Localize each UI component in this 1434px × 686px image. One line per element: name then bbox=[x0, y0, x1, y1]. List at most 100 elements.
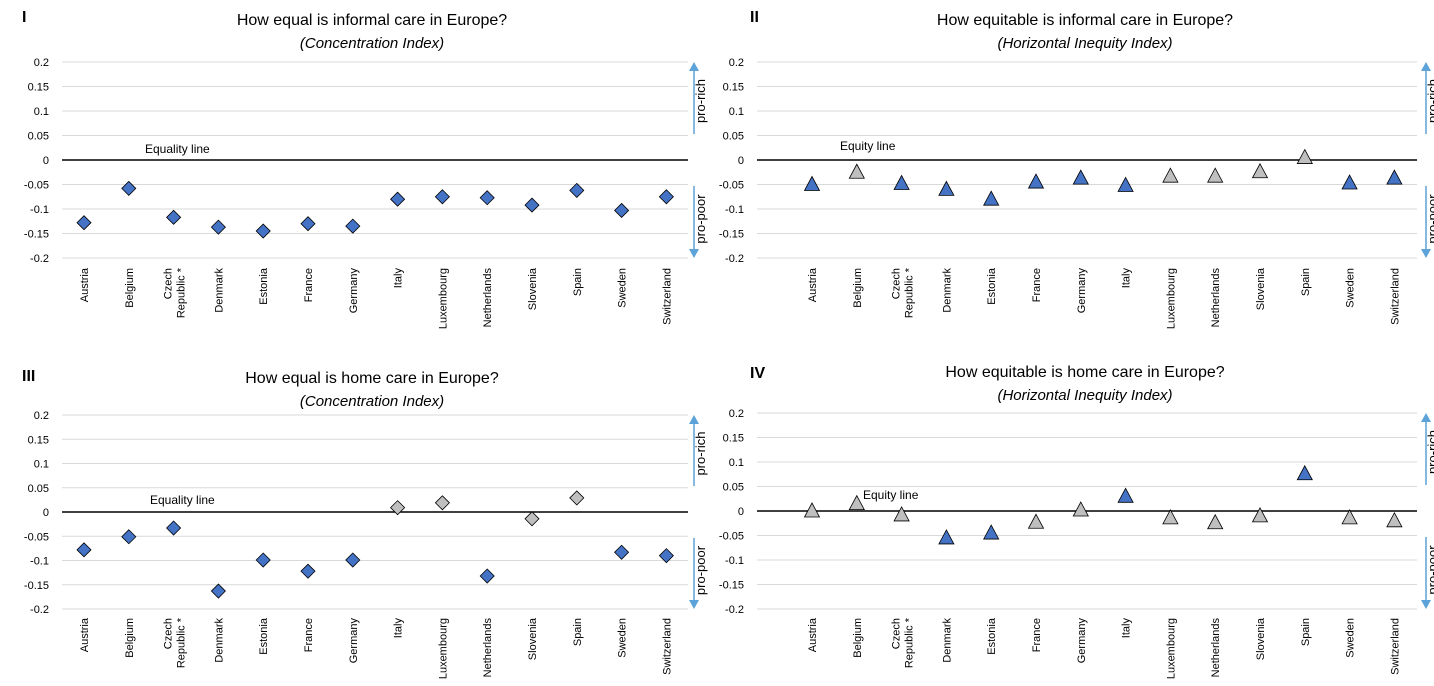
y-tick-label: 0.2 bbox=[729, 57, 744, 69]
y-tick-label: 0.05 bbox=[28, 483, 49, 495]
data-point bbox=[345, 552, 361, 568]
y-tick-label: -0.2 bbox=[725, 253, 744, 265]
x-category-label: Belgium bbox=[124, 268, 136, 308]
data-point bbox=[1027, 173, 1045, 189]
chart-subtitle: (Horizontal Inequity Index) bbox=[997, 35, 1172, 52]
x-category-label: Slovenia bbox=[527, 267, 539, 310]
chart-title: How equal is home care in Europe? bbox=[245, 370, 499, 387]
x-category-label: Denmark bbox=[213, 268, 225, 313]
y-tick-label: -0.2 bbox=[725, 604, 744, 616]
data-point bbox=[848, 163, 865, 179]
x-category-label: Sweden bbox=[617, 268, 629, 308]
x-category-label: Austria bbox=[79, 267, 91, 302]
y-tick-label: -0.1 bbox=[30, 204, 49, 216]
data-point bbox=[658, 548, 674, 564]
data-point bbox=[803, 175, 821, 191]
x-category-label: Germany bbox=[1076, 618, 1088, 664]
x-category-label: CzechRepublic * bbox=[163, 617, 188, 668]
data-point bbox=[255, 552, 271, 568]
data-point bbox=[479, 568, 495, 584]
x-category-label: CzechRepublic * bbox=[891, 617, 916, 668]
y-tick-label: 0.1 bbox=[729, 106, 744, 118]
data-point bbox=[1117, 176, 1134, 192]
data-point bbox=[569, 182, 585, 198]
x-category-label: Luxembourg bbox=[437, 268, 449, 329]
data-point bbox=[938, 529, 955, 545]
y-tick-label: -0.2 bbox=[30, 604, 49, 616]
x-category-label: CzechRepublic * bbox=[163, 267, 188, 318]
x-category-label: Italy bbox=[1121, 618, 1133, 639]
pro-poor-arrowhead bbox=[1421, 249, 1431, 258]
x-category-label: Switzerland bbox=[661, 618, 673, 675]
data-point bbox=[1386, 511, 1403, 528]
x-category-label: Estonia bbox=[986, 267, 998, 305]
y-tick-label: 0.05 bbox=[28, 131, 49, 143]
data-point bbox=[1207, 513, 1224, 530]
y-tick-label: -0.05 bbox=[24, 531, 49, 543]
data-point bbox=[1162, 167, 1179, 183]
reference-line-label: Equity line bbox=[840, 139, 896, 153]
data-point bbox=[210, 583, 226, 599]
data-point bbox=[121, 529, 137, 545]
pro-poor-arrowhead bbox=[1421, 600, 1431, 609]
chart-panel-iii: III How equal is home care in Europe? (Con… bbox=[22, 368, 708, 679]
data-point bbox=[1341, 174, 1358, 190]
y-tick-label: -0.15 bbox=[719, 229, 744, 241]
y-tick-label: 0 bbox=[43, 155, 49, 167]
y-tick-label: 0.15 bbox=[723, 82, 744, 94]
y-tick-label: -0.05 bbox=[24, 180, 49, 192]
panel-label: II bbox=[750, 9, 759, 26]
x-category-label: Italy bbox=[1121, 268, 1133, 289]
x-category-label: Switzerland bbox=[661, 268, 673, 325]
x-category-label: Germany bbox=[1076, 268, 1088, 314]
x-category-label: Belgium bbox=[852, 268, 864, 308]
x-category-label: Slovenia bbox=[1255, 617, 1267, 660]
pro-poor-label: pro-poor bbox=[1425, 545, 1434, 595]
x-category-label: Germany bbox=[348, 268, 360, 314]
data-point bbox=[803, 502, 821, 518]
data-point bbox=[1296, 148, 1313, 164]
data-point bbox=[121, 180, 137, 196]
data-point bbox=[1027, 513, 1045, 529]
x-category-label: Austria bbox=[807, 267, 819, 302]
x-category-label: Italy bbox=[393, 268, 405, 289]
x-category-label: Slovenia bbox=[527, 617, 539, 660]
panel-label: IV bbox=[750, 365, 765, 382]
data-point bbox=[893, 506, 910, 522]
x-category-label: Netherlands bbox=[1210, 268, 1222, 328]
y-tick-label: 0.15 bbox=[28, 434, 49, 446]
data-point bbox=[255, 223, 271, 239]
pro-rich-arrowhead bbox=[1421, 62, 1431, 71]
data-point bbox=[848, 494, 865, 511]
y-tick-label: 0.15 bbox=[28, 82, 49, 94]
x-category-label: Denmark bbox=[213, 618, 225, 663]
y-tick-label: 0 bbox=[43, 507, 49, 519]
x-category-label: Luxembourg bbox=[437, 618, 449, 679]
data-point bbox=[345, 218, 361, 234]
data-point bbox=[1072, 501, 1089, 517]
x-category-label: Spain bbox=[572, 618, 584, 646]
x-category-label: Germany bbox=[348, 618, 360, 664]
data-point bbox=[1296, 464, 1313, 481]
pro-poor-label: pro-poor bbox=[693, 194, 708, 244]
x-category-label: Belgium bbox=[124, 618, 136, 658]
x-category-label: France bbox=[1031, 268, 1043, 302]
x-category-label: Spain bbox=[572, 268, 584, 296]
chart-title: How equal is informal care in Europe? bbox=[237, 12, 507, 29]
y-tick-label: 0.05 bbox=[723, 482, 744, 494]
y-tick-label: 0.2 bbox=[729, 408, 744, 420]
y-tick-label: -0.05 bbox=[719, 531, 744, 543]
x-category-label: Estonia bbox=[258, 267, 270, 305]
chart-subtitle: (Concentration Index) bbox=[300, 393, 444, 410]
y-tick-label: 0.1 bbox=[34, 459, 49, 471]
pro-poor-arrowhead bbox=[689, 600, 699, 609]
y-tick-label: -0.15 bbox=[24, 580, 49, 592]
data-point bbox=[390, 500, 406, 516]
pro-poor-label: pro-poor bbox=[1425, 194, 1434, 244]
pro-poor-arrowhead bbox=[689, 249, 699, 258]
data-point bbox=[1207, 167, 1224, 183]
pro-rich-arrowhead bbox=[689, 62, 699, 71]
x-category-label: Denmark bbox=[941, 268, 953, 313]
chart-panel-i: I How equal is informal care in Europe? (C… bbox=[22, 9, 708, 329]
data-point bbox=[938, 180, 955, 196]
